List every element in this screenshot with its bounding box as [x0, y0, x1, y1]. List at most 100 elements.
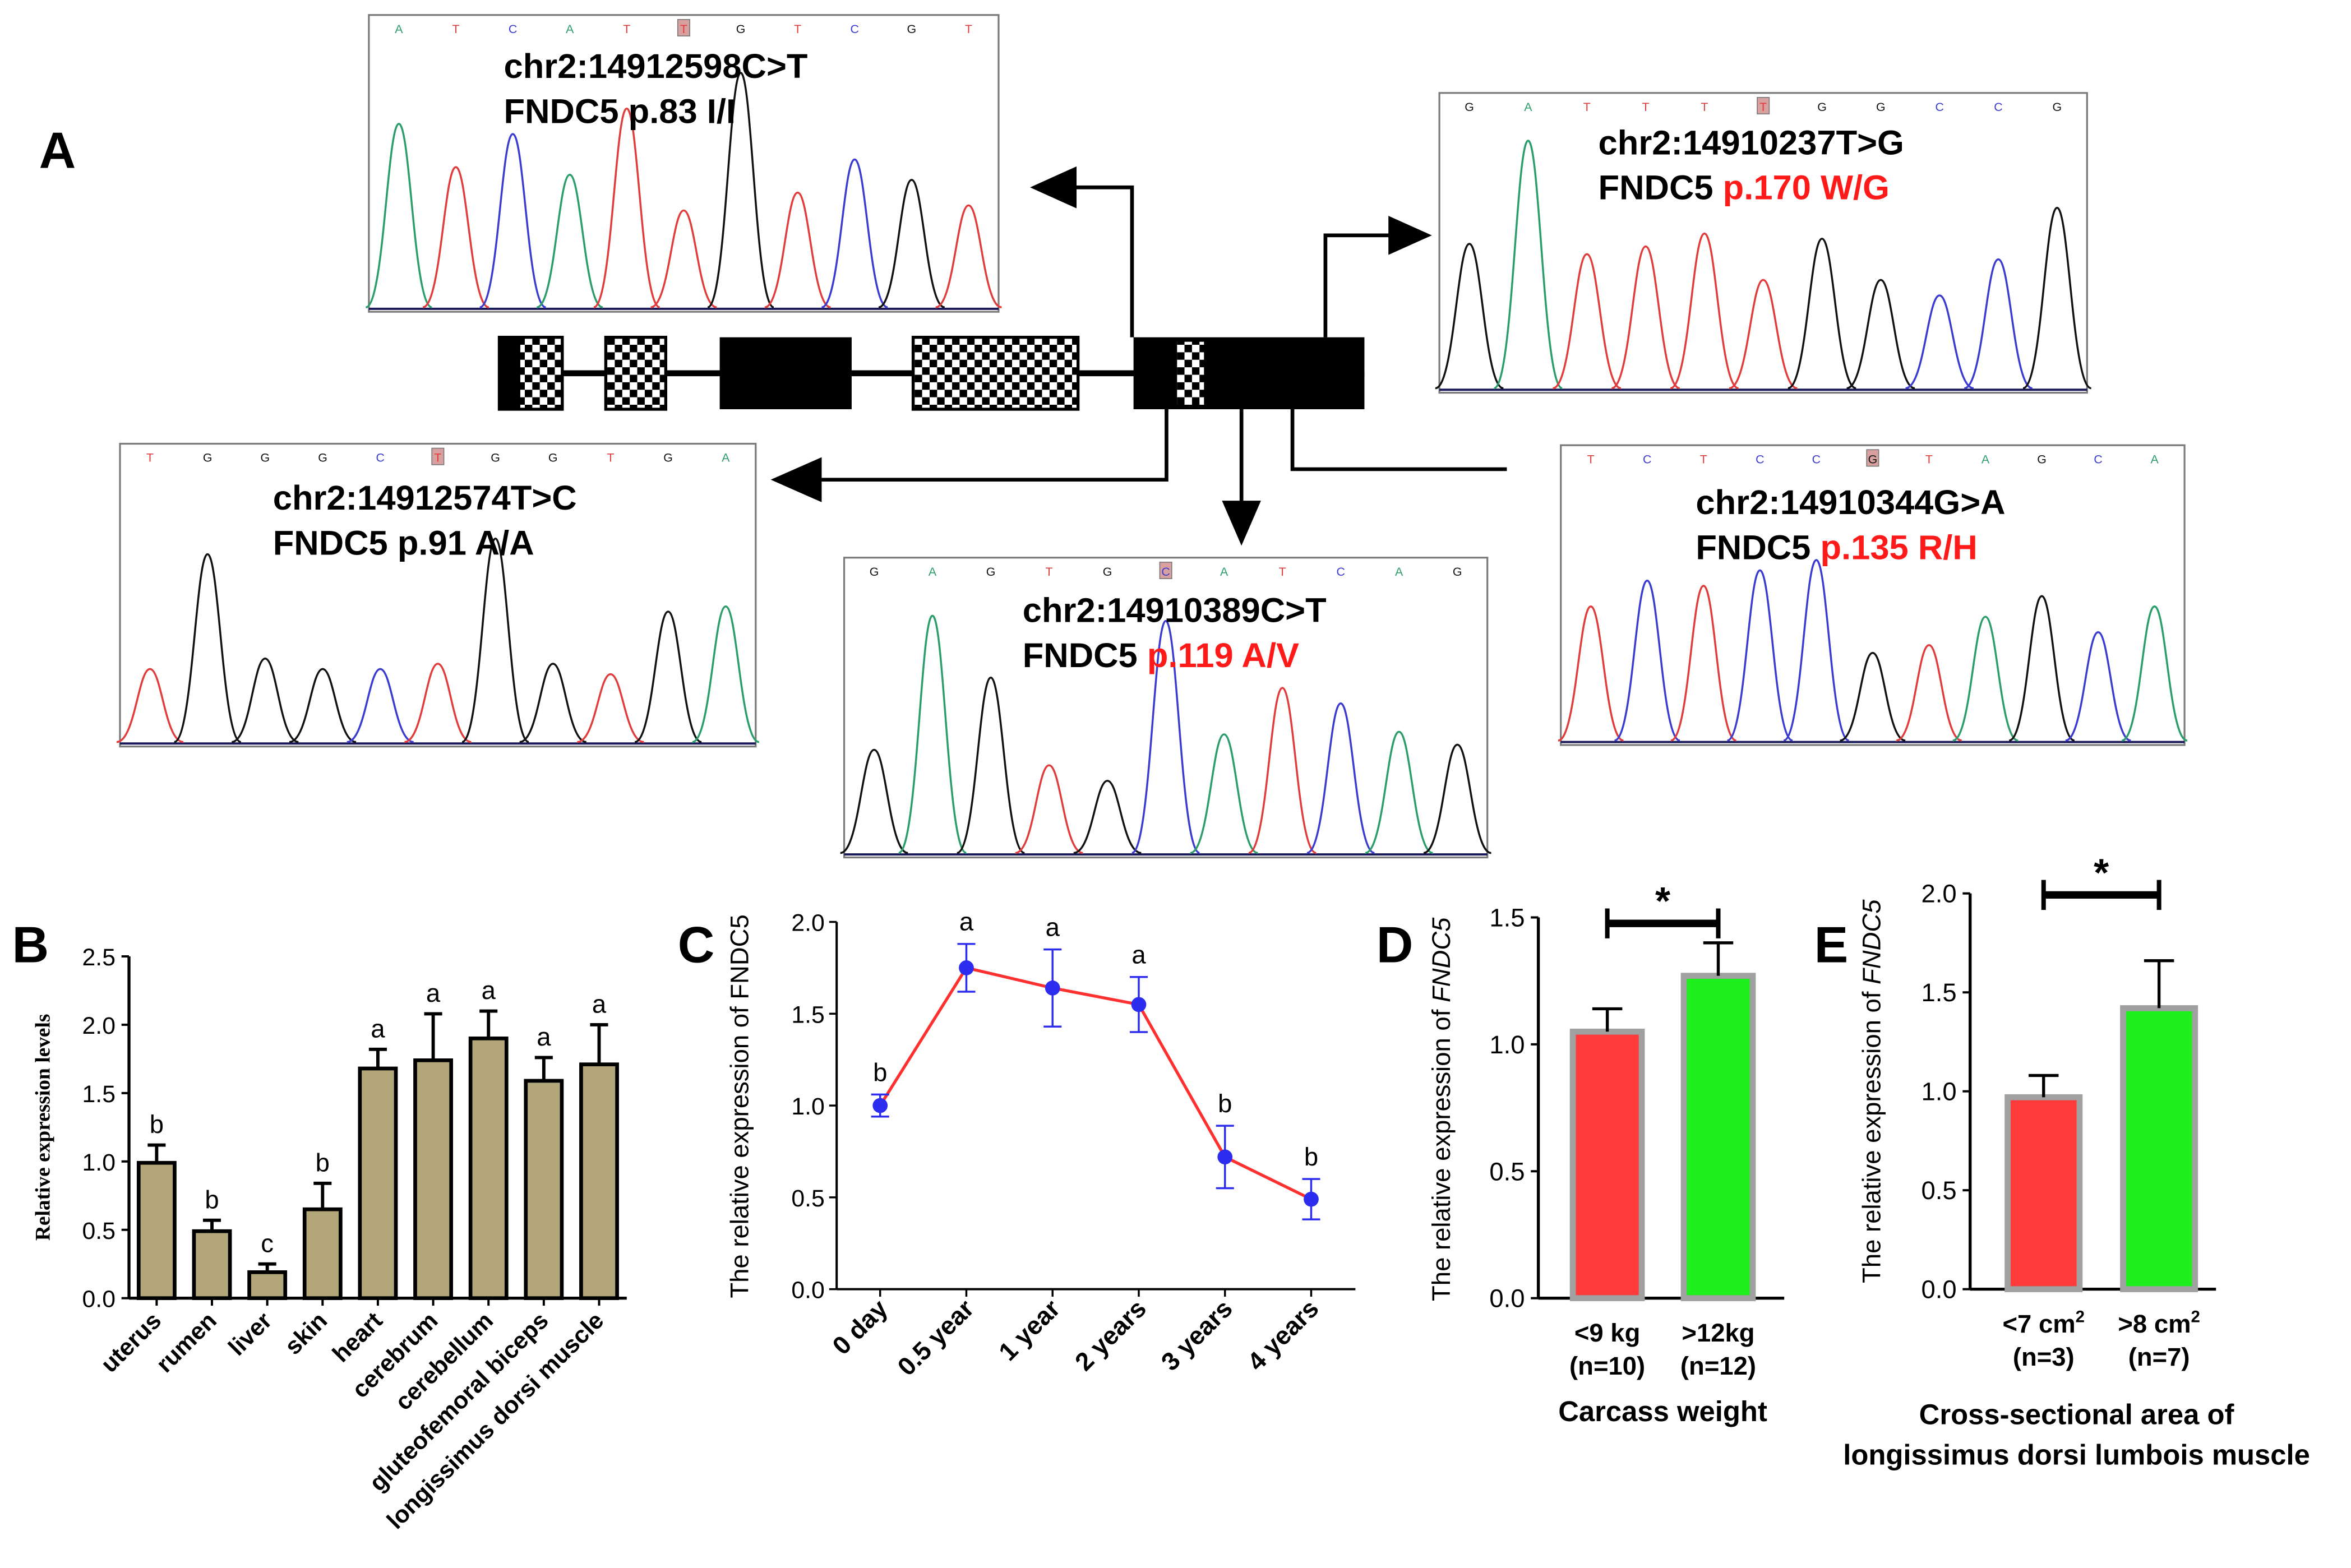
- trace-peak: [289, 668, 357, 743]
- y-tick-label: 0.0: [1489, 1284, 1525, 1313]
- data-point: [959, 960, 974, 975]
- trace-peak: [1670, 585, 1737, 742]
- trace-peak: [1840, 651, 1906, 742]
- exon-2: [604, 335, 668, 411]
- highlight-box: [1159, 561, 1172, 579]
- base-call-C: C: [1756, 452, 1764, 466]
- data-point: [1131, 997, 1147, 1012]
- x-tick-label: 2 years: [1069, 1294, 1152, 1376]
- highlight-box: [677, 18, 690, 36]
- y-axis-title-gene: FNDC5: [1857, 899, 1886, 984]
- base-call-G: G: [1817, 100, 1827, 114]
- base-call-T: T: [1642, 100, 1650, 114]
- trace-peak: [1788, 238, 1856, 390]
- connector-lines: [821, 185, 1507, 504]
- trace-peak: [1846, 279, 1915, 390]
- trace-peak: [1248, 687, 1317, 854]
- base-call-C: C: [1935, 100, 1943, 114]
- y-axis-title: Relative expression levels: [31, 1014, 54, 1241]
- y-tick-label: 0.0: [82, 1286, 116, 1313]
- x-tick-label: skin: [280, 1307, 332, 1360]
- trace-peak: [1964, 258, 2033, 390]
- significance-letter: a: [371, 1014, 385, 1043]
- trace-peak: [1073, 779, 1142, 854]
- y-tick-label: 0.5: [82, 1218, 116, 1245]
- base-call-T: T: [1700, 452, 1707, 466]
- chromatogram-frame: [1438, 92, 2088, 394]
- base-call-T: T: [434, 451, 441, 465]
- unit-superscript: 2: [2076, 1307, 2085, 1326]
- x-tick-label: >8 cm2: [2118, 1307, 2200, 1338]
- base-call-C: C: [1994, 100, 2002, 114]
- y-tick-label: 2.0: [1921, 880, 1956, 908]
- base-call-T: T: [1925, 452, 1933, 466]
- base-call-C: C: [1336, 565, 1345, 579]
- panel-label-d: D: [1377, 917, 1414, 974]
- y-axis-title-gene: FNDC5: [1427, 917, 1456, 1002]
- series-line: [879, 966, 1312, 1201]
- y-tick-label: 1.0: [791, 1093, 824, 1120]
- base-call-A: A: [1524, 100, 1532, 114]
- chromatogram-frame: [119, 442, 757, 748]
- panel-label-e: E: [1814, 917, 1849, 974]
- trace-peak: [1493, 140, 1563, 390]
- base-call-C: C: [2094, 452, 2102, 466]
- exon-5-utr: [1177, 341, 1204, 405]
- base-call-G: G: [663, 451, 673, 465]
- base-call-A: A: [566, 22, 574, 36]
- y-tick-label: 0.0: [791, 1277, 824, 1304]
- base-call-T: T: [146, 451, 154, 465]
- trace-peak: [2022, 206, 2092, 390]
- x-tick-label: <9 kg: [1574, 1319, 1640, 1347]
- y-tick-label: 1.5: [1921, 978, 1956, 1007]
- trace-peak: [707, 72, 774, 308]
- base-call-C: C: [851, 22, 859, 36]
- base-call-G: G: [1103, 565, 1112, 579]
- x-tick-label: uterus: [96, 1307, 167, 1378]
- variant-effect: FNDC5 p.91 A/A: [273, 524, 534, 562]
- y-tick-label: 1.5: [791, 1001, 824, 1028]
- trace-peak: [1015, 764, 1083, 854]
- base-call-G: G: [907, 22, 917, 36]
- exon-3: [719, 337, 852, 410]
- connector-s1: [1070, 185, 1134, 337]
- trace-peak: [536, 174, 603, 308]
- y-tick-label: 0.5: [1489, 1157, 1525, 1186]
- bar: [302, 1207, 343, 1301]
- trace-peak: [1190, 733, 1258, 854]
- amino-acid-change: p.83 I/I: [629, 92, 736, 131]
- bar: [247, 1270, 288, 1301]
- significance-letter: b: [1304, 1143, 1318, 1171]
- exon-4: [911, 335, 1080, 411]
- base-call-G: G: [736, 22, 746, 36]
- trace-peak: [1558, 605, 1624, 742]
- arrow-down-icon: [1222, 501, 1261, 546]
- base-call-G: G: [870, 565, 879, 579]
- trace-peak: [1896, 644, 1962, 742]
- highlight-box: [1866, 449, 1879, 467]
- trace-peak: [116, 668, 184, 743]
- connector-s2: [1323, 233, 1392, 337]
- variant-effect: FNDC5 p.83 I/I: [504, 92, 736, 131]
- base-call-G: G: [1465, 100, 1474, 114]
- y-axis-title: The relative expression of FNDC5: [725, 914, 754, 1298]
- trace-peak: [1365, 730, 1434, 854]
- base-call-G: G: [203, 451, 213, 465]
- base-call-C: C: [1643, 452, 1651, 466]
- sample-size-label: (n=7): [2128, 1343, 2190, 1371]
- trace-peak: [347, 668, 414, 743]
- base-call-C: C: [509, 22, 517, 36]
- y-tick-label: 1.0: [82, 1149, 116, 1176]
- trace-peak: [173, 553, 242, 743]
- y-tick-label: 2.5: [82, 944, 116, 971]
- bar: [1569, 1028, 1645, 1302]
- trace-peak: [231, 658, 299, 743]
- base-call-G: G: [548, 451, 558, 465]
- significance-star: *: [1655, 879, 1670, 923]
- base-call-C: C: [376, 451, 384, 465]
- x-axis-title-line2: longissimus dorsi lumbois muscle: [1843, 1439, 2310, 1470]
- trace-peak: [577, 673, 644, 743]
- bar: [468, 1036, 509, 1301]
